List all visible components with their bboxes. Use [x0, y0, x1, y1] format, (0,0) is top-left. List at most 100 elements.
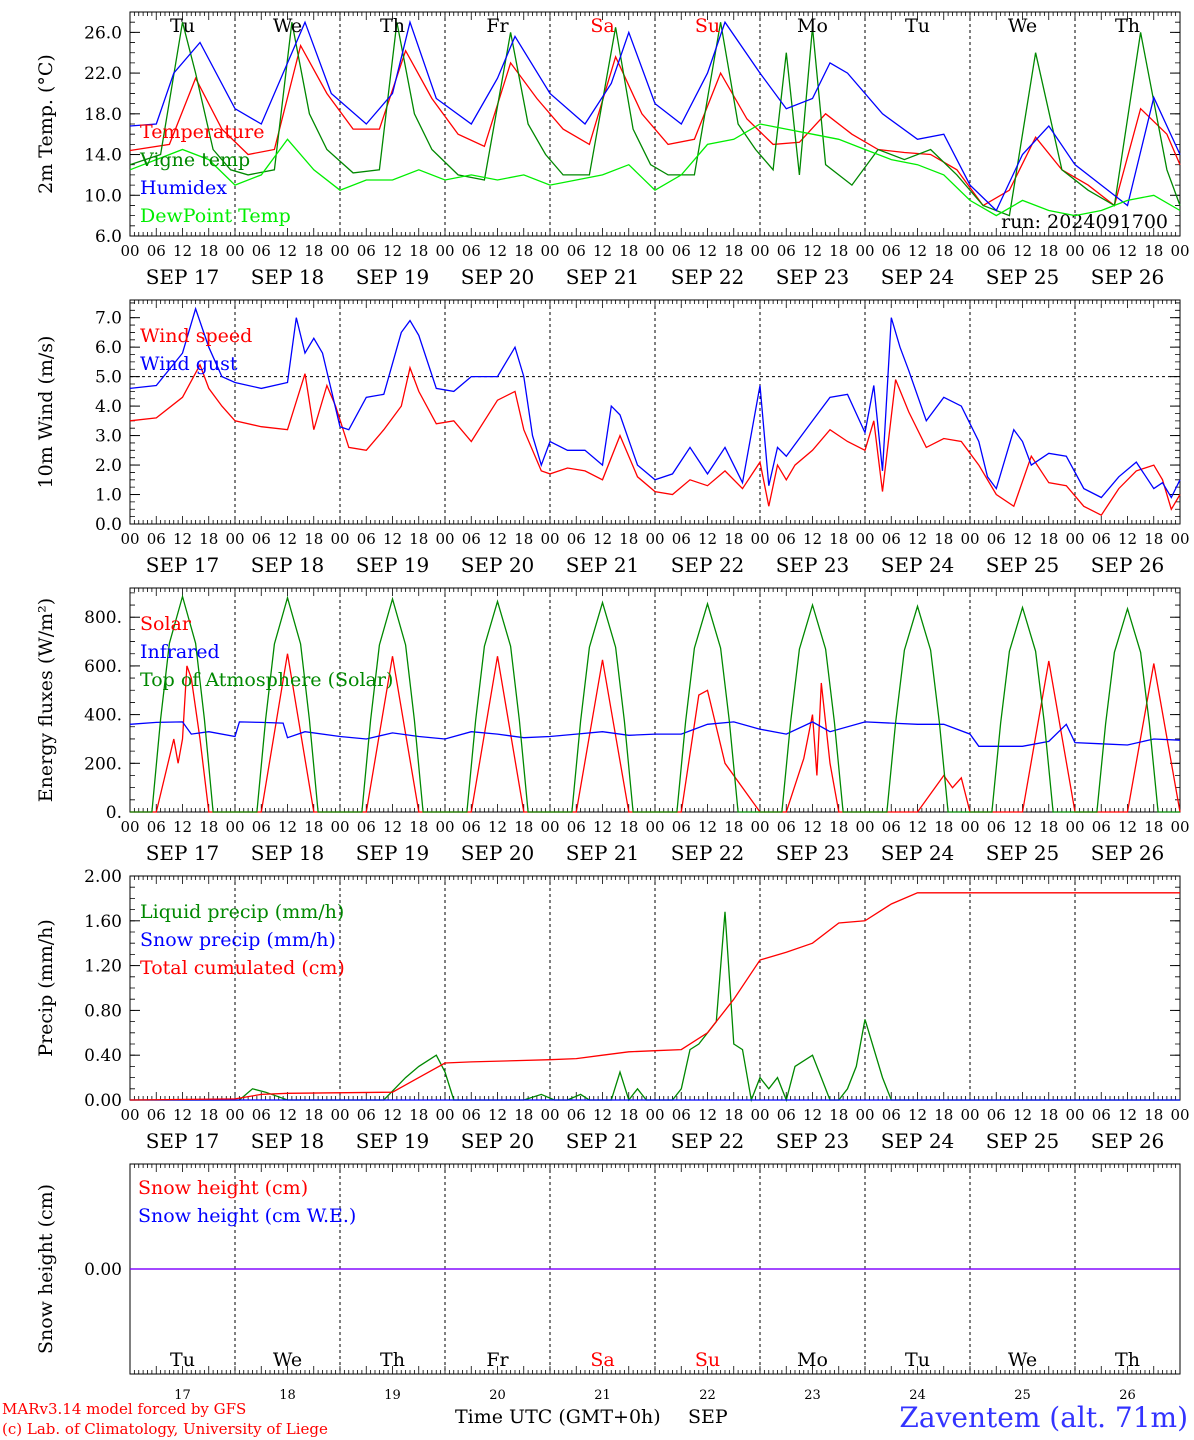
- series-line-top-of-atmosphere-solar-: [130, 594, 1180, 813]
- x-hour-label: 18: [514, 530, 533, 548]
- x-date-label: SEP 21: [566, 553, 640, 577]
- x-date-label: SEP 20: [461, 553, 535, 577]
- x-hour-label: 18: [199, 1106, 218, 1124]
- day-name-label: We: [1008, 15, 1037, 37]
- y-tick-label: 14.0: [84, 146, 122, 166]
- x-hour-label: 06: [147, 1106, 166, 1124]
- x-hour-label: 18: [409, 818, 428, 836]
- x-hour-label: 06: [987, 1106, 1006, 1124]
- x-hour-label: 18: [934, 818, 953, 836]
- x-hour-label: 00: [225, 242, 244, 260]
- x-hour-label: 00: [435, 1106, 454, 1124]
- x-hour-label: 18: [724, 1106, 743, 1124]
- x-hour-label: 00: [645, 530, 664, 548]
- x-hour-label: 06: [147, 818, 166, 836]
- x-hour-label: 12: [383, 530, 402, 548]
- y-tick-label: 800.: [84, 608, 122, 628]
- day-name-label: Tu: [170, 15, 195, 37]
- x-date-label: SEP 19: [356, 553, 430, 577]
- series-line-humidex: [129, 19, 1181, 212]
- station-name: Zaventem (alt. 71m): [899, 1401, 1188, 1434]
- x-hour-label: 00: [330, 1106, 349, 1124]
- y-tick-label: 0.0: [95, 515, 122, 535]
- series-line-liquid-precip-mm-h-: [130, 911, 1180, 1103]
- x-hour-label: 12: [173, 242, 192, 260]
- y-tick-label: 0.: [106, 803, 122, 823]
- x-date-label: SEP 21: [566, 265, 640, 289]
- x-hour-label: 06: [882, 530, 901, 548]
- series-line-vigne-temp: [129, 22, 1181, 217]
- plot-frame: [129, 587, 1181, 813]
- x-hour-label: 00: [1170, 530, 1189, 548]
- x-hour-label: 06: [987, 818, 1006, 836]
- x-date-label: SEP 25: [986, 841, 1060, 865]
- x-hour-label: 12: [803, 530, 822, 548]
- x-hour-label: 18: [409, 530, 428, 548]
- x-date-label: SEP 20: [461, 1129, 535, 1153]
- x-hour-label: 18: [829, 818, 848, 836]
- x-hour-label: 00: [645, 1106, 664, 1124]
- x-hour-label: 12: [278, 1106, 297, 1124]
- day-name-label: Tu: [905, 1349, 930, 1371]
- x-hour-label: 00: [120, 818, 139, 836]
- x-date-label: SEP 18: [251, 553, 325, 577]
- x-date-label: SEP 21: [566, 1129, 640, 1153]
- y-tick-label: 1.60: [84, 912, 122, 932]
- x-hour-label: 06: [252, 242, 271, 260]
- x-hour-label: 00: [855, 242, 874, 260]
- x-hour-label: 18: [1144, 530, 1163, 548]
- day-name-label: Th: [1115, 15, 1140, 37]
- x-tick-marks: [129, 1164, 1181, 1374]
- x-hour-label: 06: [1092, 1106, 1111, 1124]
- x-hour-label: 06: [777, 1106, 796, 1124]
- x-hour-label: 12: [488, 818, 507, 836]
- day-number-label: 25: [1014, 1388, 1031, 1403]
- x-hour-label: 18: [934, 530, 953, 548]
- x-hour-label: 06: [462, 1106, 481, 1124]
- x-hour-label: 12: [1118, 1106, 1137, 1124]
- x-hour-label: 12: [698, 1106, 717, 1124]
- x-hour-label: 12: [908, 1106, 927, 1124]
- x-hour-label: 06: [147, 242, 166, 260]
- y-axis-label: Energy fluxes (W/m²): [35, 598, 57, 802]
- x-hour-label: 00: [225, 530, 244, 548]
- x-hour-label: 12: [488, 1106, 507, 1124]
- x-hour-label: 00: [120, 242, 139, 260]
- x-date-label: SEP 24: [881, 553, 955, 577]
- x-hour-label: 12: [593, 1106, 612, 1124]
- x-date-label: SEP 25: [986, 265, 1060, 289]
- y-axis-label: Precip (mm/h): [35, 919, 57, 1057]
- x-hour-label: 06: [357, 530, 376, 548]
- x-hour-label: 06: [147, 530, 166, 548]
- x-hour-label: 12: [1013, 530, 1032, 548]
- x-hour-label: 12: [803, 242, 822, 260]
- x-date-label: SEP 26: [1091, 553, 1165, 577]
- x-hour-label: 00: [540, 1106, 559, 1124]
- x-date-label: SEP 24: [881, 1129, 955, 1153]
- y-minor-ticks: [130, 11, 1180, 237]
- x-hour-label: 18: [199, 530, 218, 548]
- x-tick-marks: [129, 300, 1181, 524]
- y-minor-ticks: [130, 302, 1180, 525]
- day-name-label: We: [273, 1349, 302, 1371]
- legend-entry: Snow height (cm): [138, 1177, 308, 1199]
- y-tick-label: 5.0: [95, 368, 122, 388]
- snow-height-panel: 0.00 Snow height (cm) Snow height (cm) Snow…: [35, 1163, 1181, 1403]
- temperature-panel: run: 2024091700 6.0 10.0 14.0 18.0 22.0 26.0 2…: [35, 11, 1190, 289]
- x-hour-label: 12: [698, 530, 717, 548]
- series-line-total-cumulated-cm-: [129, 892, 1180, 1101]
- x-hour-label: 00: [1170, 818, 1189, 836]
- x-hour-label: 00: [540, 818, 559, 836]
- x-hour-label: 18: [304, 1106, 323, 1124]
- y-tick-label: 2.0: [95, 456, 122, 476]
- day-number-label: 19: [384, 1388, 401, 1403]
- x-date-label: SEP 19: [356, 841, 430, 865]
- x-hour-label: 06: [672, 530, 691, 548]
- x-hour-label: 00: [855, 530, 874, 548]
- day-number-label: 20: [489, 1388, 506, 1403]
- x-hour-label: 06: [882, 818, 901, 836]
- x-hour-label: 06: [882, 242, 901, 260]
- day-name-label: Tu: [170, 1349, 195, 1371]
- x-hour-label: 06: [1092, 818, 1111, 836]
- y-tick-label: 200.: [84, 754, 122, 774]
